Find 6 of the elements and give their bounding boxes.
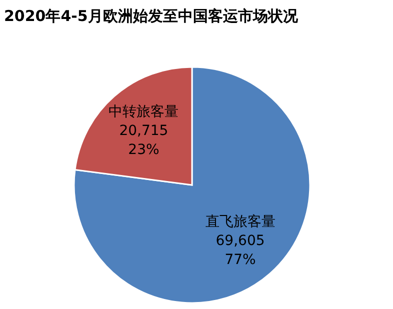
chart-title: 2020年4-5月欧洲始发至中国客运市场状况 <box>4 7 299 25</box>
slice-label: 中转旅客量 <box>108 104 179 120</box>
pie-slice <box>73 66 311 304</box>
data-label: 20,715 23% <box>119 123 168 158</box>
slice-label: 直飞旅客量 <box>205 214 276 230</box>
data-label: 69,605 77% <box>216 232 265 268</box>
